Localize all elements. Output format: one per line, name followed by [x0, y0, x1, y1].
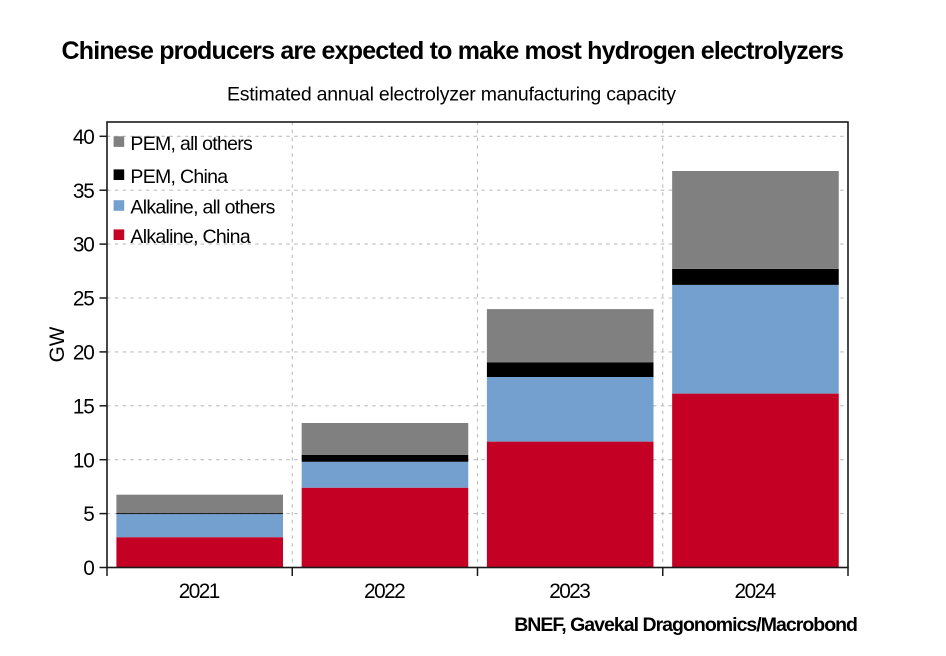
svg-text:Alkaline, all others: Alkaline, all others [130, 197, 275, 219]
svg-text:Alkaline, China: Alkaline, China [130, 226, 250, 248]
svg-text:40: 40 [73, 126, 94, 149]
svg-text:2022: 2022 [364, 580, 405, 603]
svg-text:5: 5 [83, 503, 94, 526]
svg-text:35: 35 [73, 180, 94, 203]
svg-text:BNEF, Gavekal Dragonomics/Macr: BNEF, Gavekal Dragonomics/Macrobond [514, 614, 857, 636]
svg-text:30: 30 [73, 234, 94, 257]
svg-text:20: 20 [73, 342, 94, 365]
svg-text:PEM, China: PEM, China [130, 166, 228, 188]
svg-text:0: 0 [83, 557, 94, 580]
svg-text:10: 10 [73, 449, 94, 472]
svg-text:25: 25 [73, 288, 94, 311]
svg-text:15: 15 [73, 395, 94, 418]
svg-text:2023: 2023 [549, 580, 590, 603]
svg-text:2024: 2024 [735, 580, 776, 603]
svg-text:Chinese producers are expected: Chinese producers are expected to make m… [62, 37, 844, 65]
svg-text:GW: GW [46, 326, 69, 362]
svg-text:2021: 2021 [179, 580, 220, 603]
svg-text:PEM, all others: PEM, all others [130, 133, 253, 155]
svg-text:Estimated annual electrolyzer: Estimated annual electrolyzer manufactur… [227, 83, 676, 105]
